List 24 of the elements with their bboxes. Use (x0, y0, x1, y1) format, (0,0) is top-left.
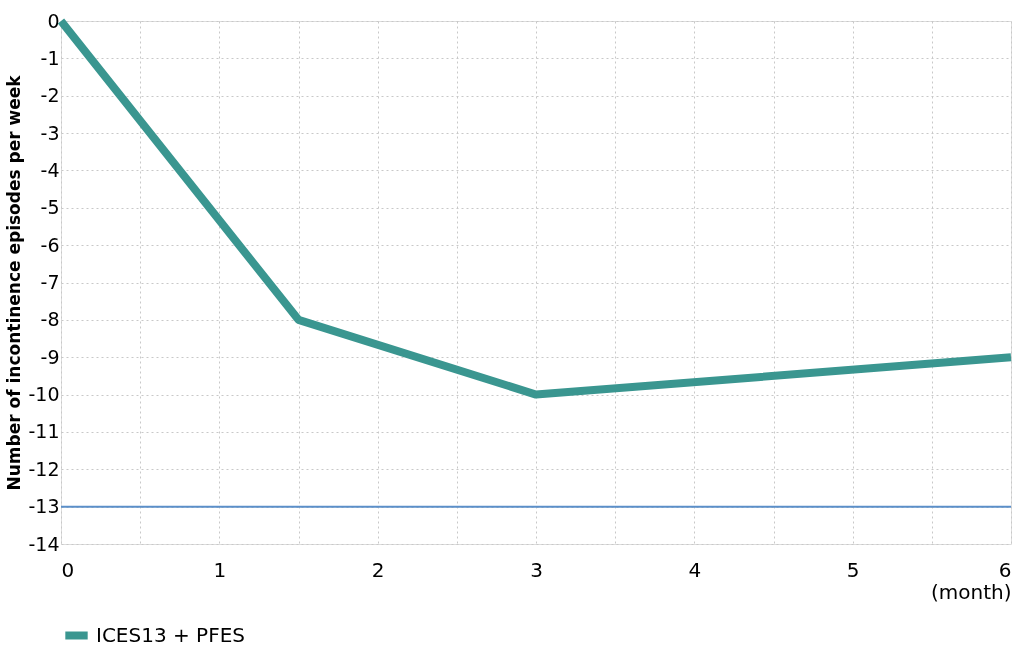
y-tick-label: -6 (40, 233, 60, 256)
y-tick-label: -4 (40, 158, 60, 181)
x-tick-label: 1 (213, 557, 227, 582)
legend-label: ICES13 + PFES (96, 622, 246, 647)
y-tick-label: -12 (28, 457, 60, 480)
x-tick-label: 6 (998, 557, 1012, 582)
y-tick-label: -10 (28, 383, 60, 406)
y-tick-label: -14 (28, 532, 60, 555)
y-tick-label: -1 (40, 46, 60, 69)
y-tick-label: -8 (40, 308, 60, 331)
y-tick-label: -7 (40, 271, 60, 293)
y-tick-label: -2 (40, 84, 60, 107)
y-tick-label: 0 (47, 9, 60, 32)
y-axis-title: Number of incontinence episodes per week (4, 74, 25, 491)
x-axis-title: (month) (930, 579, 1012, 604)
y-tick-label: -5 (40, 196, 60, 219)
y-tick-label: -11 (28, 420, 60, 443)
x-tick-label: 2 (371, 557, 385, 582)
y-tick-label: -3 (40, 121, 60, 144)
x-tick-label: 4 (688, 557, 702, 582)
x-tick-label: 5 (846, 557, 860, 582)
y-tick-label: -9 (40, 345, 60, 368)
y-tick-label: -13 (28, 495, 60, 518)
x-tick-label: 3 (530, 557, 543, 582)
